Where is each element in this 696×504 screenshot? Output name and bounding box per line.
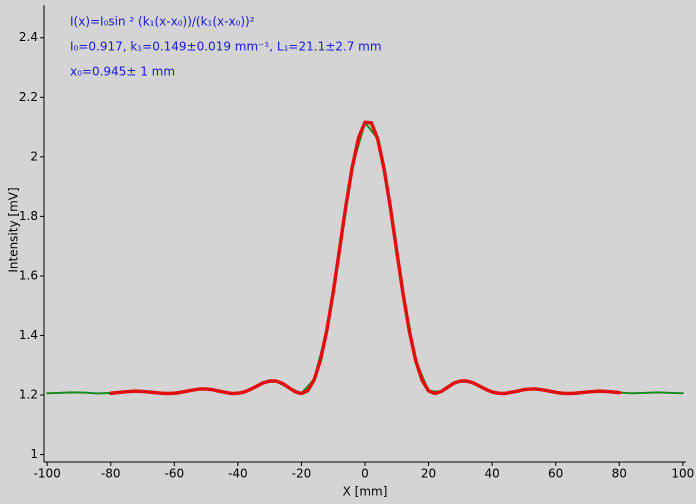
x-tick-label: 40	[484, 467, 499, 481]
y-tick-label: 2.2	[19, 90, 38, 104]
x-tick-label: 0	[361, 467, 369, 481]
annotation: I₀=0.917, k₁=0.149±0.019 mm⁻¹, L₁=21.1±2…	[70, 40, 382, 54]
annotation: x₀=0.945± 1 mm	[70, 65, 175, 79]
y-tick-label: 1.6	[19, 268, 38, 282]
y-tick-label: 1.4	[19, 328, 38, 342]
x-tick-label: -60	[165, 467, 185, 481]
x-tick-label: 100	[671, 467, 694, 481]
annotation: I(x)=I₀sin ² (k₁(x-x₀))/(k₁(x-x₀))²	[70, 15, 255, 29]
x-tick-label: -100	[34, 467, 61, 481]
y-tick-label: 1	[30, 447, 38, 461]
x-tick-label: 20	[421, 467, 436, 481]
x-tick-label: -20	[292, 467, 312, 481]
data-line	[108, 120, 622, 396]
x-tick-label: 80	[612, 467, 627, 481]
x-tick-label: -40	[228, 467, 248, 481]
y-tick-label: 2.4	[19, 30, 38, 44]
y-axis-label: Intensity [mV]	[7, 187, 21, 272]
x-axis-label: X [mm]	[343, 485, 388, 499]
x-tick-label: 60	[548, 467, 563, 481]
y-tick-label: 1.8	[19, 209, 38, 223]
y-tick-label: 2	[30, 149, 38, 163]
x-tick-label: -80	[101, 467, 121, 481]
y-tick-label: 1.2	[19, 388, 38, 402]
